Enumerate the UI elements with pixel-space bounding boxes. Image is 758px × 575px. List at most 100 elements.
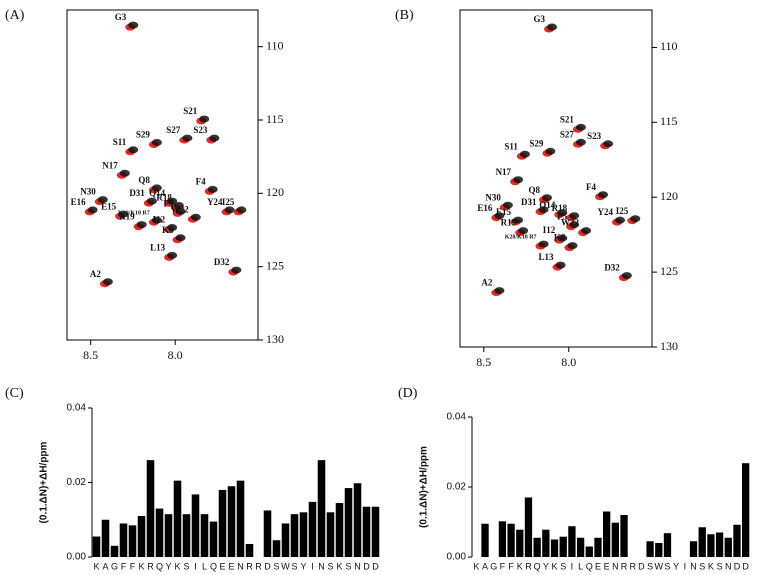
- peak: [224, 206, 235, 214]
- peak-label: G3: [115, 12, 127, 22]
- bar: [272, 540, 281, 557]
- peak: [621, 272, 632, 280]
- peak-label: S23: [587, 131, 602, 141]
- bar: [481, 523, 489, 557]
- bar: [92, 536, 101, 557]
- x-tick-label: S: [647, 561, 653, 571]
- bar: [281, 523, 290, 557]
- x-tick-label: R: [255, 561, 262, 571]
- bar: [550, 539, 559, 557]
- x-tick-label: D: [734, 561, 741, 571]
- bar: [585, 546, 593, 557]
- bar: [733, 524, 741, 557]
- y-tick-label: 0.02: [67, 477, 87, 488]
- peak: [513, 216, 524, 224]
- bar: [663, 533, 672, 557]
- peak-label: R19: [119, 212, 135, 222]
- peak: [598, 191, 609, 199]
- bar: [200, 514, 209, 557]
- bar: [707, 534, 715, 557]
- peak: [175, 234, 186, 242]
- y-tick-label: 115: [660, 114, 678, 128]
- bar: [218, 489, 227, 557]
- peak: [575, 138, 586, 146]
- peak: [151, 184, 162, 192]
- peak-label: F4: [586, 182, 596, 192]
- peak-label: N17: [496, 167, 512, 177]
- x-tick-label: D: [638, 561, 645, 571]
- peak-label: R18: [156, 193, 172, 203]
- x-tick-label: D: [264, 561, 271, 571]
- y-tick-label: 130: [660, 339, 678, 353]
- x-tick-label: N: [690, 561, 697, 571]
- y-axis-label: (0.1.ΔN)+ΔH/ppm: [39, 441, 50, 523]
- peak: [97, 196, 108, 204]
- x-tick-label: S: [699, 561, 705, 571]
- peak-label: S23: [193, 125, 208, 135]
- peak-label: R18: [552, 203, 568, 213]
- x-tick-label: E: [219, 561, 225, 571]
- peak-label: A2: [90, 269, 101, 279]
- bar: [137, 516, 146, 557]
- bar: [164, 514, 173, 557]
- peak: [557, 209, 568, 217]
- bar: [353, 483, 362, 557]
- peak-label: I12: [153, 215, 166, 225]
- y-tick-label: 0.02: [447, 482, 467, 493]
- x-tick-label: W: [655, 561, 664, 571]
- bar: [371, 506, 380, 557]
- bar: [655, 543, 663, 557]
- peak: [167, 197, 178, 205]
- bar: [227, 486, 236, 557]
- x-tick-label: I: [194, 561, 197, 571]
- peak: [494, 212, 505, 220]
- x-tick-label: K: [708, 561, 714, 571]
- panel-label: (B): [395, 8, 414, 23]
- x-tick-label: K: [336, 561, 342, 571]
- peak-label: S21: [183, 106, 198, 116]
- peak: [502, 201, 513, 209]
- peak-label: W22: [171, 204, 190, 214]
- x-tick-label: Y: [165, 561, 171, 571]
- peak: [513, 176, 524, 184]
- peak-label: F4: [196, 176, 206, 186]
- panel-label: (C): [5, 386, 24, 401]
- peak: [541, 194, 552, 202]
- x-tick-label: N: [318, 561, 325, 571]
- panel-label: (D): [398, 386, 418, 401]
- peak: [575, 123, 586, 131]
- y-tick-label: 120: [660, 189, 678, 203]
- peak-label: S27: [166, 125, 181, 135]
- peak: [209, 134, 220, 142]
- x-tick-label: E: [595, 561, 601, 571]
- peak: [151, 138, 162, 146]
- x-tick-label: N: [612, 561, 619, 571]
- peak-label: S11: [504, 141, 518, 151]
- peak-label: K28/K10 R7: [505, 235, 537, 241]
- x-tick-label: W: [281, 561, 290, 571]
- peak-label: E16: [477, 203, 493, 213]
- x-tick-label: 8.5: [476, 355, 491, 369]
- bar: [533, 537, 541, 557]
- peak: [518, 227, 529, 235]
- peak-label: D32: [604, 263, 620, 273]
- peak-label: Q14: [539, 200, 556, 210]
- peak: [207, 185, 218, 193]
- y-tick-label: 115: [266, 112, 284, 126]
- bar: [110, 545, 119, 557]
- bar: [603, 511, 611, 557]
- peak: [538, 240, 549, 248]
- peak-label: W22: [561, 218, 580, 228]
- x-tick-label: E: [604, 561, 610, 571]
- x-tick-label: S: [183, 561, 189, 571]
- x-tick-label: F: [130, 561, 136, 571]
- bar: [542, 529, 550, 557]
- peak-label: N30: [485, 192, 501, 202]
- peak: [569, 221, 580, 229]
- peak: [87, 206, 98, 214]
- peak: [190, 213, 201, 221]
- peak-label: Y24: [598, 207, 614, 217]
- bar: [689, 541, 698, 557]
- x-tick-label: A: [482, 561, 488, 571]
